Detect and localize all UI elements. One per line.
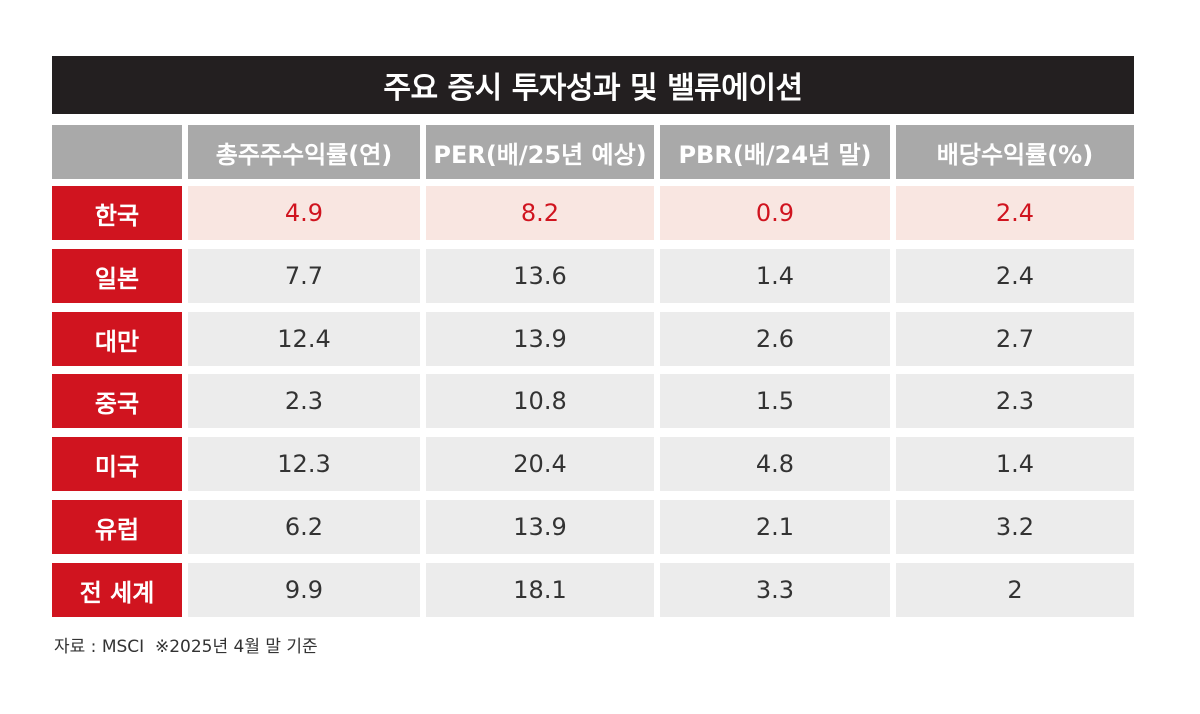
source-note: 자료 : MSCI ※2025년 4월 말 기준 [54, 637, 318, 657]
table-cell: 2.1 [660, 500, 890, 554]
table-cell: 2.6 [660, 312, 890, 366]
table-cell: 18.1 [426, 563, 654, 617]
table-cell: 13.9 [426, 500, 654, 554]
row-label: 전 세계 [52, 563, 182, 617]
table-cell: 3.3 [660, 563, 890, 617]
header-pbr: PBR(배/24년 말) [660, 125, 890, 179]
table-cell: 20.4 [426, 437, 654, 491]
header-total-shareholder-return: 총주주수익률(연) [188, 125, 420, 179]
header-per: PER(배/25년 예상) [426, 125, 654, 179]
row-label: 한국 [52, 186, 182, 240]
table-cell: 13.6 [426, 249, 654, 303]
table-cell: 2.3 [896, 374, 1134, 428]
table-cell: 10.8 [426, 374, 654, 428]
table-cell: 1.4 [896, 437, 1134, 491]
table-cell: 2.3 [188, 374, 420, 428]
table-cell: 9.9 [188, 563, 420, 617]
table-cell: 2.4 [896, 249, 1134, 303]
header-dividend-yield: 배당수익률(%) [896, 125, 1134, 179]
table-cell: 1.4 [660, 249, 890, 303]
table-cell: 0.9 [660, 186, 890, 240]
table-cell: 4.9 [188, 186, 420, 240]
table-cell: 2.7 [896, 312, 1134, 366]
header-corner [52, 125, 182, 179]
table-cell: 8.2 [426, 186, 654, 240]
table-cell: 12.4 [188, 312, 420, 366]
row-label: 중국 [52, 374, 182, 428]
table-cell: 1.5 [660, 374, 890, 428]
table-cell: 12.3 [188, 437, 420, 491]
table-cell: 3.2 [896, 500, 1134, 554]
table-cell: 7.7 [188, 249, 420, 303]
table-title: 주요 증시 투자성과 및 밸류에이션 [52, 56, 1134, 114]
row-label: 대만 [52, 312, 182, 366]
row-label: 미국 [52, 437, 182, 491]
row-label: 일본 [52, 249, 182, 303]
table-cell: 4.8 [660, 437, 890, 491]
row-label: 유럽 [52, 500, 182, 554]
table-cell: 6.2 [188, 500, 420, 554]
table-cell: 2 [896, 563, 1134, 617]
table-cell: 13.9 [426, 312, 654, 366]
table-cell: 2.4 [896, 186, 1134, 240]
